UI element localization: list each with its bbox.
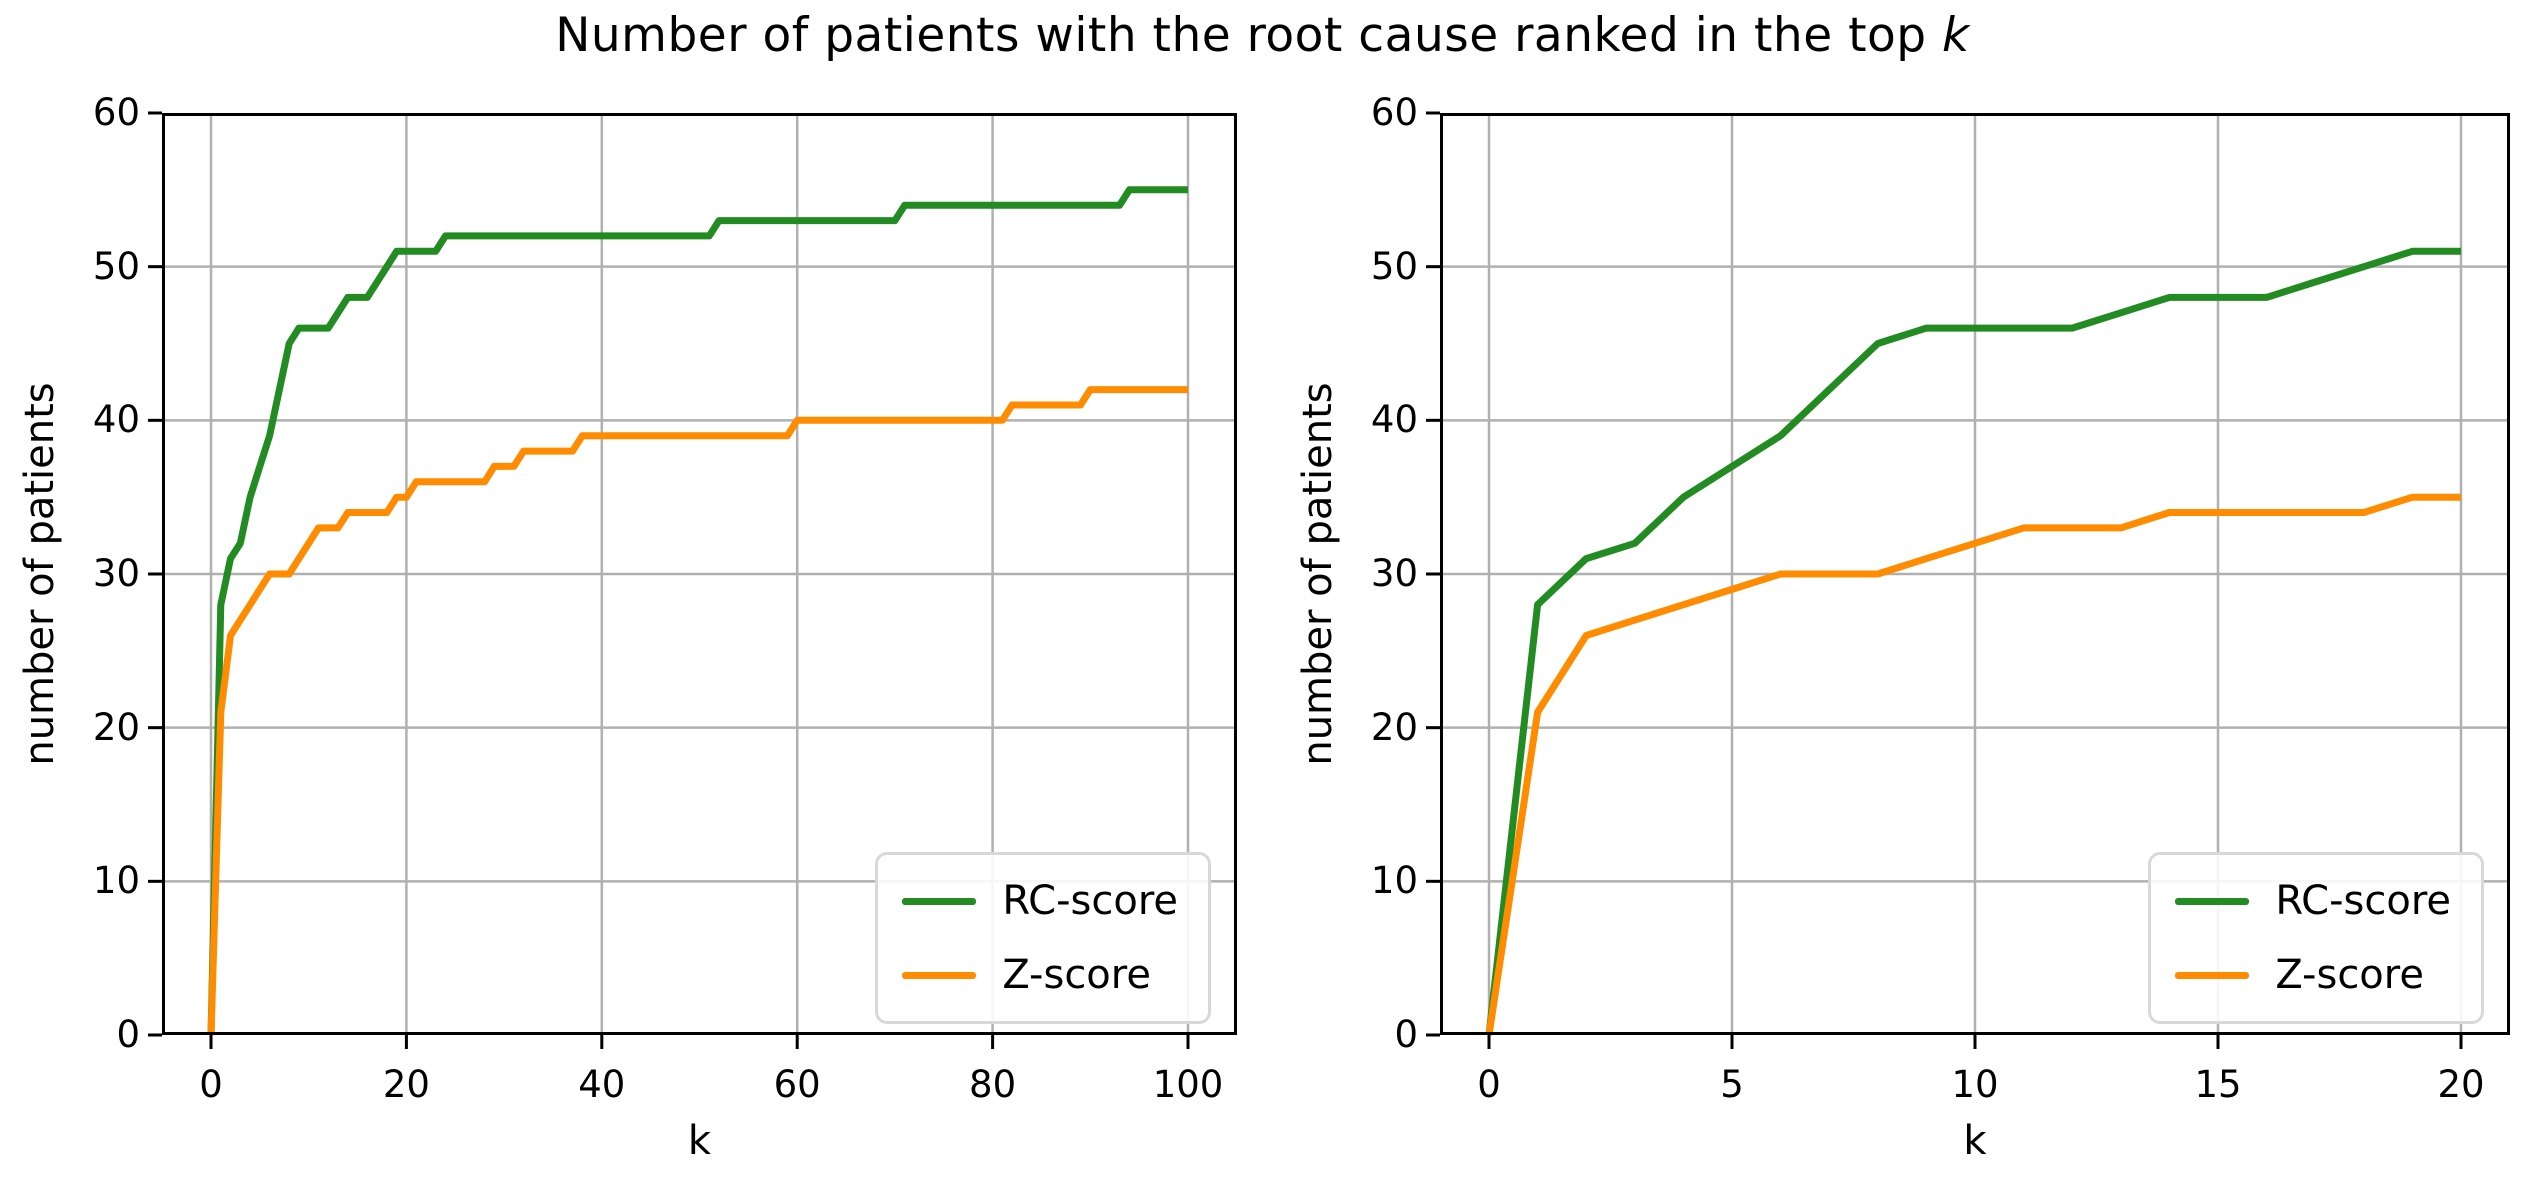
z-score-legend-label: Z-score bbox=[2275, 952, 2424, 998]
axes-spines bbox=[1440, 113, 2510, 1035]
x-tick-label-60: 60 bbox=[773, 1063, 821, 1106]
x-tick-label-100: 100 bbox=[1152, 1063, 1224, 1106]
left-x-axis-label: k bbox=[687, 1118, 712, 1164]
rc-score-line-sample bbox=[2175, 897, 2250, 905]
y-tick-label-20: 20 bbox=[92, 705, 140, 749]
z-score-line bbox=[1485, 493, 2461, 1036]
y-tick-label-0: 0 bbox=[116, 1013, 140, 1056]
rc-score-line bbox=[207, 186, 1188, 1036]
figure-title: Number of patients with the root cause r… bbox=[0, 8, 2525, 63]
right-legend: RC-score Z-score bbox=[2148, 852, 2484, 1024]
y-tick-label-60: 60 bbox=[92, 91, 140, 134]
left-legend-item-z-score: Z-score bbox=[902, 953, 1178, 997]
x-tick-label-20: 20 bbox=[2437, 1063, 2485, 1106]
rc-score-line-sample bbox=[902, 897, 977, 905]
y-tick-label-40: 40 bbox=[1370, 398, 1418, 442]
y-tick-label-10: 10 bbox=[1370, 859, 1418, 903]
x-tick-label-80: 80 bbox=[969, 1063, 1017, 1106]
figure-title-text: Number of patients with the root cause r… bbox=[555, 8, 1943, 63]
rc-score-line bbox=[1485, 247, 2461, 1036]
x-tick-label-20: 20 bbox=[382, 1063, 430, 1106]
z-score-line bbox=[207, 386, 1188, 1036]
right-legend-item-rc-score: RC-score bbox=[2175, 879, 2451, 923]
y-tick-label-30: 30 bbox=[1370, 552, 1418, 595]
x-tick-label-15: 15 bbox=[2194, 1063, 2242, 1106]
right-legend-item-z-score: Z-score bbox=[2175, 953, 2451, 997]
x-tick-label-40: 40 bbox=[578, 1063, 626, 1106]
y-tick-label-60: 60 bbox=[1370, 91, 1418, 134]
y-tick-label-0: 0 bbox=[1394, 1013, 1418, 1056]
figure-title-k: k bbox=[1942, 8, 1970, 63]
y-tick-label-20: 20 bbox=[1370, 705, 1418, 749]
z-score-line-sample bbox=[902, 971, 977, 979]
y-tick-label-30: 30 bbox=[92, 552, 140, 595]
z-score-line-sample bbox=[2175, 971, 2250, 979]
y-tick-label-10: 10 bbox=[92, 859, 140, 903]
right-plot-canvas bbox=[1426, 111, 2510, 1049]
rc-score-legend-label: RC-score bbox=[1002, 878, 1178, 924]
left-legend: RC-score Z-score bbox=[875, 852, 1211, 1024]
right-x-axis-label: k bbox=[1963, 1118, 1987, 1164]
y-tick-label-50: 50 bbox=[92, 244, 140, 288]
left-legend-item-rc-score: RC-score bbox=[902, 879, 1178, 923]
y-tick-label-40: 40 bbox=[92, 398, 140, 442]
axes-spines bbox=[162, 113, 1237, 1035]
x-tick-label-5: 5 bbox=[1720, 1063, 1744, 1106]
y-tick-label-50: 50 bbox=[1370, 244, 1418, 288]
x-tick-label-10: 10 bbox=[1951, 1063, 1999, 1106]
x-tick-label-0: 0 bbox=[199, 1063, 223, 1106]
x-tick-label-0: 0 bbox=[1477, 1063, 1501, 1106]
z-score-legend-label: Z-score bbox=[1002, 952, 1151, 998]
left-plot-canvas bbox=[148, 111, 1237, 1049]
rc-score-legend-label: RC-score bbox=[2275, 878, 2451, 924]
